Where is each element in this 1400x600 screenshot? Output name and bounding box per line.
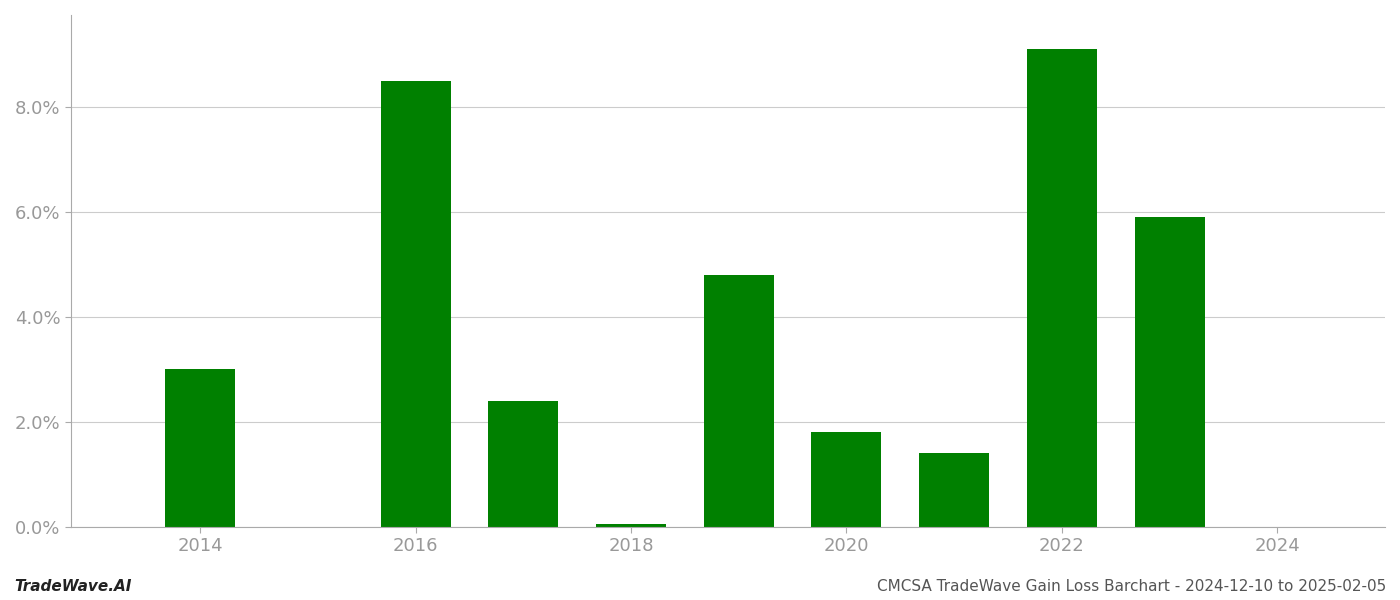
Bar bbox=[165, 369, 235, 527]
Text: CMCSA TradeWave Gain Loss Barchart - 2024-12-10 to 2025-02-05: CMCSA TradeWave Gain Loss Barchart - 202… bbox=[876, 579, 1386, 594]
Bar bbox=[920, 453, 990, 527]
Bar bbox=[1026, 49, 1096, 527]
Text: TradeWave.AI: TradeWave.AI bbox=[14, 579, 132, 594]
Bar bbox=[704, 275, 774, 527]
Bar bbox=[381, 80, 451, 527]
Bar bbox=[1134, 217, 1204, 527]
Bar bbox=[489, 401, 559, 527]
Bar bbox=[812, 432, 882, 527]
Bar bbox=[596, 524, 666, 527]
